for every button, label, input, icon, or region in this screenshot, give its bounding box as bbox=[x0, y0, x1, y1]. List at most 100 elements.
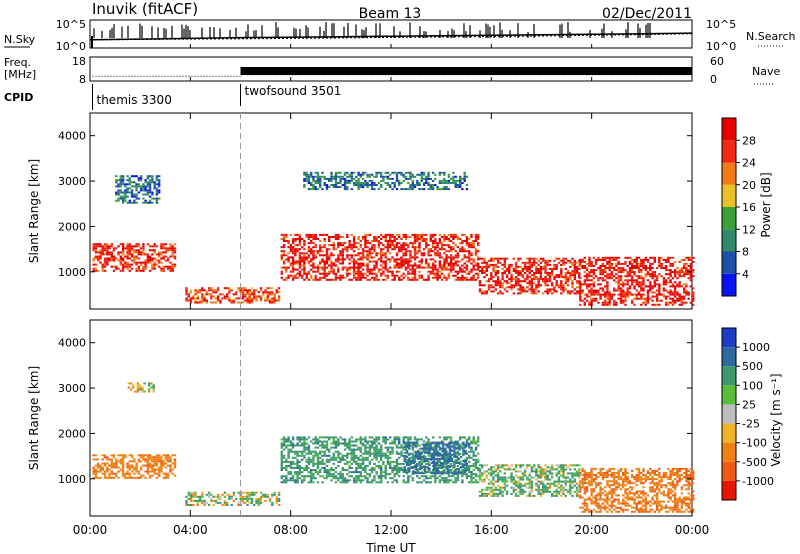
data-cell bbox=[402, 258, 405, 261]
data-cell bbox=[364, 444, 367, 447]
data-cell bbox=[447, 274, 451, 277]
data-cell bbox=[503, 263, 506, 266]
data-cell bbox=[676, 293, 679, 296]
data-cell bbox=[418, 438, 421, 441]
data-cell bbox=[631, 271, 634, 274]
data-cell bbox=[117, 245, 120, 248]
data-cell bbox=[316, 458, 320, 461]
data-cell bbox=[393, 266, 396, 269]
data-cell bbox=[408, 443, 411, 446]
data-cell bbox=[334, 236, 338, 238]
data-cell bbox=[298, 440, 302, 443]
data-cell bbox=[121, 201, 125, 204]
data-cell bbox=[319, 460, 322, 463]
data-cell bbox=[289, 479, 293, 482]
data-cell bbox=[389, 233, 392, 236]
data-cell bbox=[485, 292, 488, 295]
data-cell bbox=[477, 266, 480, 269]
data-cell bbox=[579, 293, 582, 296]
data-cell bbox=[604, 271, 607, 274]
data-cell bbox=[301, 258, 304, 261]
data-cell bbox=[312, 465, 315, 467]
data-cell bbox=[653, 275, 656, 278]
data-cell bbox=[573, 292, 576, 295]
data-cell bbox=[294, 444, 297, 447]
data-cell bbox=[321, 462, 324, 465]
data-cell bbox=[477, 264, 480, 267]
data-cell bbox=[492, 276, 495, 279]
data-cell bbox=[687, 265, 690, 267]
data-cell bbox=[314, 254, 317, 257]
data-cell bbox=[402, 479, 405, 482]
data-cell bbox=[348, 444, 351, 447]
data-cell bbox=[203, 501, 206, 504]
data-cell bbox=[592, 299, 596, 302]
data-cell bbox=[130, 253, 134, 256]
data-cell bbox=[465, 268, 469, 271]
data-cell bbox=[128, 257, 131, 260]
data-cell bbox=[601, 293, 605, 296]
data-cell bbox=[359, 450, 362, 453]
data-cell bbox=[597, 291, 600, 294]
data-cell bbox=[341, 268, 344, 271]
data-cell bbox=[633, 279, 636, 282]
data-cell bbox=[298, 262, 302, 265]
power-colorbar-swatch bbox=[722, 184, 736, 207]
data-cell bbox=[569, 278, 572, 281]
data-cell bbox=[445, 479, 448, 482]
data-cell bbox=[375, 438, 378, 441]
data-cell bbox=[282, 436, 286, 439]
data-cell bbox=[121, 460, 125, 463]
data-cell bbox=[410, 460, 413, 462]
data-cell bbox=[613, 279, 616, 282]
data-cell bbox=[341, 477, 344, 480]
data-cell bbox=[391, 452, 394, 455]
data-cell bbox=[375, 446, 378, 449]
data-cell bbox=[282, 442, 286, 445]
data-cell bbox=[490, 286, 493, 289]
data-cell bbox=[135, 464, 138, 467]
data-cell bbox=[402, 438, 405, 441]
data-cell bbox=[514, 280, 518, 283]
data-cell bbox=[456, 479, 460, 482]
data-cell bbox=[192, 297, 195, 300]
data-cell bbox=[346, 188, 349, 191]
data-cell bbox=[110, 460, 113, 463]
data-cell bbox=[189, 491, 193, 494]
data-cell bbox=[348, 446, 351, 449]
data-cell bbox=[151, 458, 154, 461]
data-cell bbox=[637, 293, 641, 296]
data-cell bbox=[280, 438, 283, 441]
data-cell bbox=[264, 291, 267, 294]
data-cell bbox=[332, 272, 335, 275]
data-cell bbox=[411, 270, 414, 273]
data-cell bbox=[355, 175, 358, 178]
data-cell bbox=[685, 256, 688, 259]
data-cell bbox=[334, 264, 338, 267]
data-cell bbox=[133, 201, 136, 204]
data-cell bbox=[402, 244, 405, 247]
data-cell bbox=[289, 442, 293, 445]
data-cell bbox=[330, 184, 333, 186]
data-cell bbox=[210, 301, 213, 304]
data-cell bbox=[404, 250, 408, 253]
data-cell bbox=[544, 263, 547, 266]
data-cell bbox=[662, 277, 666, 280]
data-cell bbox=[395, 233, 399, 236]
data-cell bbox=[470, 242, 473, 245]
data-cell bbox=[330, 266, 333, 269]
data-cell bbox=[440, 244, 444, 247]
data-cell bbox=[465, 264, 469, 267]
data-cell bbox=[148, 179, 152, 182]
data-cell bbox=[404, 175, 408, 178]
data-cell bbox=[398, 278, 401, 281]
data-cell bbox=[294, 260, 297, 263]
data-cell bbox=[384, 438, 387, 441]
data-cell bbox=[153, 460, 156, 463]
data-cell bbox=[355, 242, 358, 245]
data-cell bbox=[341, 442, 344, 445]
data-cell bbox=[405, 441, 409, 444]
data-cell bbox=[474, 272, 478, 275]
data-cell bbox=[167, 476, 170, 479]
data-cell bbox=[303, 438, 306, 441]
